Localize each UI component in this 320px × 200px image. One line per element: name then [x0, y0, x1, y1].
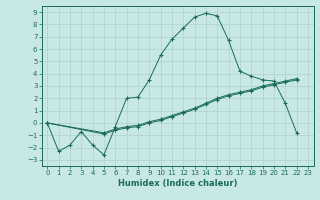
- X-axis label: Humidex (Indice chaleur): Humidex (Indice chaleur): [118, 179, 237, 188]
